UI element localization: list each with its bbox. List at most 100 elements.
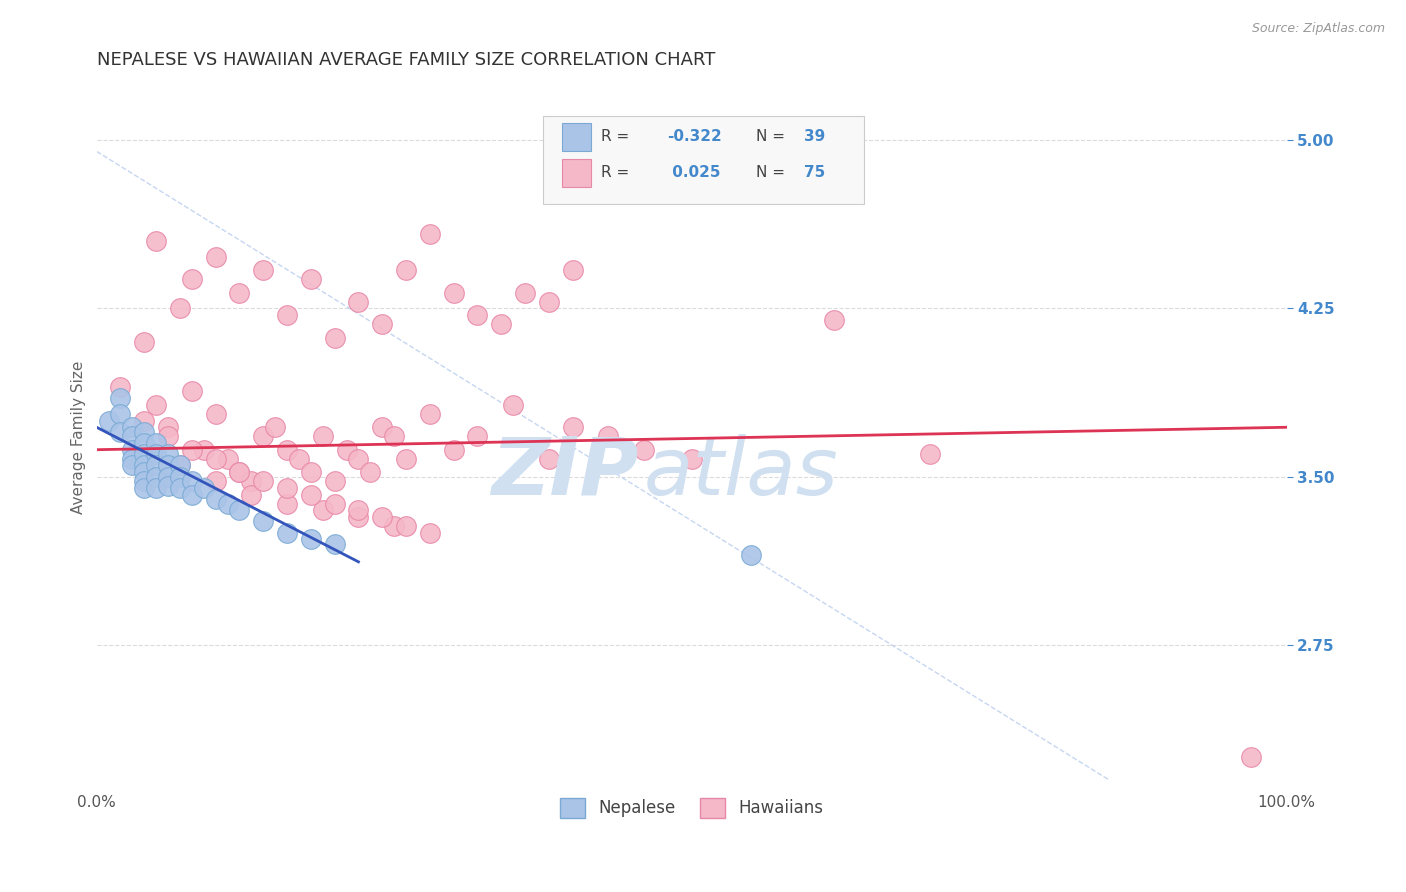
Point [323,330,346,344]
Point [110,407,132,421]
Point [443,442,465,457]
Point [740,548,762,562]
Point [347,294,370,309]
Point [382,519,405,533]
Point [145,447,167,461]
Point [169,458,191,473]
Point [110,391,132,405]
Point [121,429,143,443]
Point [633,442,655,457]
Point [323,474,346,488]
Text: 39: 39 [804,129,825,145]
Point [561,263,583,277]
Point [323,537,346,551]
Point [134,465,156,479]
Point [240,474,263,488]
Point [299,487,322,501]
Point [561,420,583,434]
Point [395,451,418,466]
Text: NEPALESE VS HAWAIIAN AVERAGE FAMILY SIZE CORRELATION CHART: NEPALESE VS HAWAIIAN AVERAGE FAMILY SIZE… [97,51,716,69]
Point [419,407,441,421]
Point [252,429,274,443]
Point [121,451,143,466]
Point [204,250,226,264]
Point [204,451,226,466]
Point [491,317,513,331]
Point [157,478,180,492]
Point [382,429,405,443]
Point [502,398,524,412]
Point [537,451,560,466]
Point [169,458,191,473]
Point [276,442,298,457]
Point [134,425,156,439]
FancyBboxPatch shape [543,116,865,204]
Text: ZIP: ZIP [491,434,638,512]
Point [918,447,941,461]
Point [145,398,167,412]
Text: 0.025: 0.025 [666,165,720,180]
Point [217,496,239,510]
Point [134,458,156,473]
Point [145,458,167,473]
Text: R =: R = [602,165,630,180]
Point [145,436,167,450]
Point [395,519,418,533]
Point [228,465,250,479]
Point [513,285,536,300]
Point [264,420,287,434]
Point [299,465,322,479]
Point [157,447,180,461]
Point [157,429,180,443]
Point [312,429,335,443]
FancyBboxPatch shape [562,159,591,186]
Point [157,420,180,434]
Point [180,272,202,286]
Point [193,442,215,457]
Point [240,487,263,501]
Point [467,308,489,322]
Point [134,334,156,349]
Point [204,474,226,488]
Text: N =: N = [756,165,785,180]
Point [228,285,250,300]
Point [323,496,346,510]
Text: Source: ZipAtlas.com: Source: ZipAtlas.com [1251,22,1385,36]
Point [419,227,441,242]
Point [169,301,191,316]
Text: N =: N = [756,129,785,145]
Point [371,510,394,524]
Point [824,312,846,326]
Text: atlas: atlas [644,434,839,512]
Point [180,487,202,501]
Point [288,451,311,466]
Point [121,458,143,473]
Point [252,515,274,529]
Point [681,451,703,466]
Point [134,447,156,461]
Point [204,407,226,421]
Point [312,503,335,517]
Point [180,442,202,457]
Point [193,481,215,495]
Text: 75: 75 [804,165,825,180]
Point [145,469,167,483]
Point [252,474,274,488]
Point [134,481,156,495]
Point [145,481,167,495]
Point [335,442,357,457]
Point [276,525,298,540]
Point [134,474,156,488]
FancyBboxPatch shape [562,123,591,151]
Point [121,420,143,434]
Point [467,429,489,443]
Y-axis label: Average Family Size: Average Family Size [72,360,86,514]
Point [276,308,298,322]
Point [252,263,274,277]
Point [228,465,250,479]
Point [347,451,370,466]
Legend: Nepalese, Hawaiians: Nepalese, Hawaiians [553,791,831,825]
Point [169,481,191,495]
Point [419,525,441,540]
Point [1240,750,1263,764]
